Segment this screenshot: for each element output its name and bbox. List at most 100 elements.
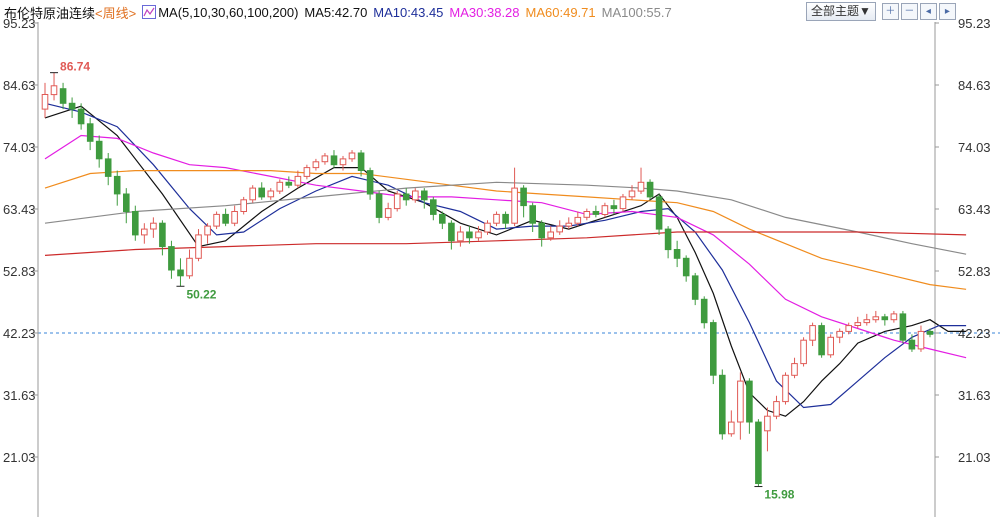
ma100-value: MA100:55.7 <box>601 4 672 20</box>
candle-body <box>520 187 527 207</box>
ma10-value: MA10:43.45 <box>373 4 444 20</box>
candle-body <box>746 380 753 423</box>
y-tick-label-left: 21.03 <box>3 450 36 465</box>
candle-body <box>791 363 798 376</box>
zoom-in-icon[interactable]: ＋ <box>881 3 899 20</box>
candle-body <box>104 158 112 177</box>
candle-body <box>872 316 880 321</box>
y-tick-label-right: 31.63 <box>958 388 991 403</box>
ma-params: MA(5,10,30,60,100,200) <box>158 4 299 20</box>
candle-body <box>682 257 690 277</box>
extreme-value-label: 50.22 <box>186 287 216 301</box>
candle-body <box>836 330 844 338</box>
y-tick-label-right: 42.23 <box>958 326 991 341</box>
period-label[interactable]: <周线> <box>95 5 137 21</box>
annotations: 86.74 50.22 15.98 <box>50 60 795 502</box>
candle-body <box>493 213 500 224</box>
candle-body <box>890 313 898 321</box>
candle-body <box>430 199 437 215</box>
candle-body <box>412 190 419 201</box>
candle-body <box>312 161 320 169</box>
candle-body <box>285 181 293 186</box>
candle-body <box>384 208 392 218</box>
candle-body <box>529 205 537 224</box>
candle-body <box>113 175 121 195</box>
ma-line-ma5 <box>44 105 967 417</box>
candle-body <box>77 108 85 125</box>
candle-body <box>366 170 374 195</box>
y-tick-label-left: 63.43 <box>3 202 36 217</box>
candle-body <box>50 85 58 96</box>
candle-body <box>547 231 555 239</box>
move-left-icon[interactable]: ◂ <box>919 3 937 20</box>
candle-body <box>800 339 807 365</box>
move-right-icon[interactable]: ▸ <box>938 3 956 20</box>
candle-body <box>484 222 491 233</box>
y-tick-label-left: 95.23 <box>3 16 36 31</box>
candle-body <box>457 231 464 242</box>
candle-body <box>728 421 735 435</box>
candle-body <box>601 205 609 215</box>
candle-body <box>276 181 284 192</box>
candle-body <box>899 313 907 341</box>
y-tick-label-right: 52.83 <box>958 264 991 279</box>
candle-body <box>294 175 302 186</box>
candle-body <box>466 231 473 239</box>
candle-body <box>339 158 347 166</box>
candle-body <box>68 102 76 110</box>
candle-body <box>141 228 148 236</box>
candle-body <box>737 380 744 423</box>
candle-body <box>773 401 780 417</box>
candle-body <box>511 187 518 224</box>
y-tick-label-left: 52.83 <box>3 264 36 279</box>
ma-indicator-icon[interactable] <box>142 5 157 19</box>
candle-body <box>240 199 247 213</box>
candles <box>41 72 934 487</box>
candle-body <box>402 193 410 201</box>
candle-body <box>755 421 762 485</box>
chart-toolbar: 全部主题▼ ＋ － ◂ ▸ <box>806 2 956 21</box>
candle-body <box>41 94 49 110</box>
candle-body <box>448 222 455 242</box>
candle-body <box>321 155 329 163</box>
candle-body <box>655 196 663 230</box>
ma5-value: MA5:42.70 <box>304 4 368 20</box>
candle-body <box>691 275 699 300</box>
candle-body <box>267 190 275 198</box>
candle-body <box>95 140 103 160</box>
ma-line-ma60 <box>44 170 967 290</box>
candle-body <box>159 222 166 248</box>
candle-body <box>204 225 211 236</box>
candle-body <box>809 325 816 341</box>
chart-axes: 95.23 95.23 84.63 84.63 74.03 74.03 63.43 63.43… <box>3 16 991 517</box>
y-tick-label-left: 74.03 <box>3 140 36 155</box>
candle-body <box>213 213 220 227</box>
theme-select-button[interactable]: 全部主题▼ <box>806 2 876 21</box>
zoom-out-icon[interactable]: － <box>900 3 918 20</box>
candle-body <box>538 222 546 239</box>
candle-body <box>123 193 130 212</box>
extreme-value-label: 86.74 <box>60 60 90 74</box>
y-tick-label-right: 21.03 <box>958 450 991 465</box>
ma-line-ma10 <box>44 102 967 409</box>
y-tick-label-left: 42.23 <box>3 326 36 341</box>
candle-body <box>421 190 428 201</box>
y-tick-label-right: 95.23 <box>958 16 991 31</box>
candle-body <box>177 269 184 277</box>
candle-body <box>782 374 789 403</box>
moving-average-lines <box>44 102 967 417</box>
candle-body <box>700 298 708 324</box>
candle-body <box>375 193 383 218</box>
candle-body <box>439 213 446 224</box>
candle-body <box>502 213 509 224</box>
candle-body <box>863 319 871 324</box>
candle-body <box>574 216 582 224</box>
candle-body <box>628 190 636 198</box>
candle-body <box>908 339 916 350</box>
candle-body <box>393 193 401 210</box>
candle-body <box>222 213 229 224</box>
candle-body <box>475 231 482 239</box>
candle-body <box>231 211 238 224</box>
candle-body <box>827 336 835 356</box>
